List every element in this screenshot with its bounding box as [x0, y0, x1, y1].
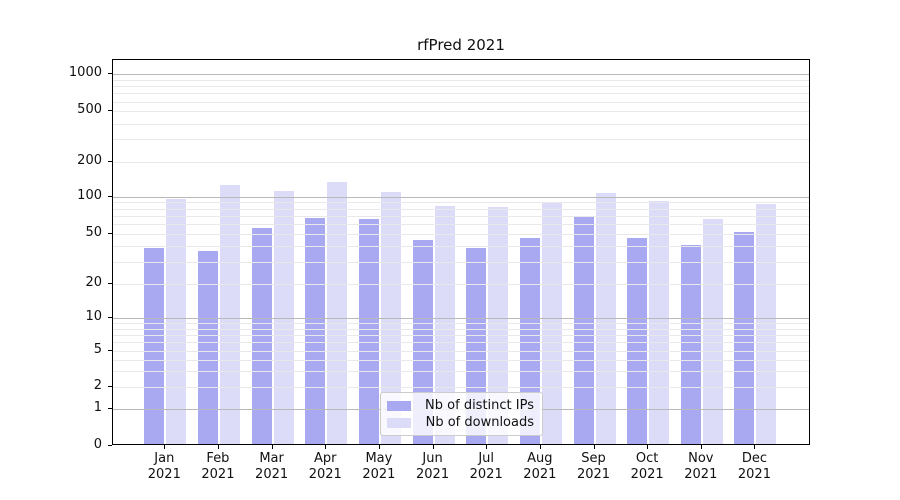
bar-downloads-9	[649, 200, 670, 444]
x-tick-mark	[647, 445, 649, 449]
x-tick-label: Mar 2021	[255, 451, 289, 482]
y-tick-mark	[108, 195, 112, 197]
y-tick-mark	[108, 350, 112, 351]
x-tick-label: Aug 2021	[523, 451, 557, 482]
x-tick-label: Jun 2021	[416, 451, 450, 482]
y-tick-label: 20	[85, 274, 102, 290]
bar-distinct-ips-3	[305, 217, 326, 444]
y-tick-label: 10	[85, 309, 102, 324]
bar-downloads-1	[219, 185, 240, 444]
legend-row: Nb of distinct IPs	[387, 397, 534, 414]
bar-downloads-3	[327, 182, 348, 444]
y-tick-mark	[108, 282, 112, 284]
x-tick-mark	[271, 445, 273, 449]
x-tick-mark	[164, 445, 166, 449]
x-tick-label: Dec 2021	[737, 451, 771, 482]
bar-distinct-ips-0	[144, 247, 165, 444]
legend-swatch-distinct-ips	[387, 400, 411, 411]
x-tick-mark	[325, 445, 327, 449]
bar-downloads-10	[702, 219, 723, 444]
y-tick-label: 0	[93, 437, 102, 452]
bar-distinct-ips-1	[197, 250, 218, 444]
x-tick-mark	[217, 445, 219, 449]
y-tick-label: 200	[77, 152, 102, 168]
x-tick-mark	[432, 445, 434, 449]
y-tick-mark	[108, 317, 112, 318]
y-tick-mark	[108, 386, 112, 387]
y-tick-label: 2	[93, 378, 102, 393]
bars-layer	[113, 60, 809, 444]
y-tick-label: 50	[85, 225, 102, 241]
legend-row: Nb of downloads	[387, 414, 534, 431]
bar-distinct-ips-2	[251, 228, 272, 444]
legend-label-downloads: Nb of downloads	[425, 415, 534, 430]
x-tick-label: Sep 2021	[576, 451, 611, 482]
y-tick-label: 500	[77, 102, 102, 118]
bar-distinct-ips-11	[734, 232, 755, 444]
x-tick-label: Jul 2021	[469, 451, 503, 482]
bar-downloads-6	[488, 207, 509, 444]
x-tick-label: Oct 2021	[630, 451, 664, 482]
x-tick-label: Nov 2021	[684, 451, 718, 482]
y-tick-label: 1000	[68, 65, 102, 81]
legend: Nb of distinct IPs Nb of downloads	[380, 392, 543, 436]
x-tick-label: May 2021	[362, 451, 396, 482]
bar-downloads-2	[273, 190, 294, 444]
x-tick-label: Jan 2021	[147, 451, 181, 482]
chart-title: rfPred 2021	[417, 36, 505, 54]
y-tick-mark	[108, 73, 112, 75]
bar-distinct-ips-4	[358, 219, 379, 444]
y-tick-mark	[108, 110, 112, 112]
bar-distinct-ips-9	[627, 237, 648, 444]
y-tick-mark	[108, 160, 112, 162]
bar-downloads-7	[541, 202, 562, 444]
bar-downloads-0	[166, 199, 187, 444]
y-tick-label: 100	[77, 187, 102, 203]
bar-downloads-4	[380, 191, 401, 444]
x-tick-mark	[593, 445, 595, 449]
plot-area	[112, 59, 810, 445]
bar-distinct-ips-8	[573, 216, 594, 444]
legend-label-distinct-ips: Nb of distinct IPs	[425, 398, 534, 413]
legend-swatch-downloads	[387, 417, 411, 428]
y-tick-mark	[108, 233, 112, 235]
x-tick-label: Apr 2021	[308, 451, 342, 482]
x-tick-mark	[378, 445, 380, 449]
y-tick-mark	[108, 445, 112, 446]
bar-downloads-8	[595, 193, 616, 444]
x-tick-mark	[754, 445, 756, 449]
x-tick-mark	[700, 445, 702, 449]
y-tick-mark	[108, 408, 112, 409]
bar-downloads-11	[756, 204, 777, 444]
x-tick-mark	[486, 445, 488, 449]
y-tick-label: 1	[93, 400, 102, 415]
bar-distinct-ips-10	[680, 244, 701, 444]
x-tick-mark	[539, 445, 541, 449]
bar-downloads-5	[434, 206, 455, 444]
y-tick-label: 5	[93, 342, 102, 357]
x-tick-label: Feb 2021	[201, 451, 235, 482]
